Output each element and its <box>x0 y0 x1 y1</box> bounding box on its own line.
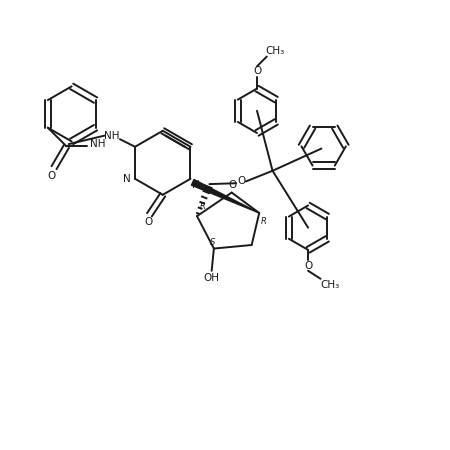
Polygon shape <box>191 180 259 213</box>
Text: CH₃: CH₃ <box>321 279 340 289</box>
Text: O: O <box>229 180 237 190</box>
Text: O: O <box>144 217 153 227</box>
Text: NH: NH <box>104 130 120 141</box>
Text: O: O <box>48 171 56 180</box>
Text: O: O <box>253 66 261 76</box>
Text: N: N <box>123 174 131 184</box>
Text: CH₃: CH₃ <box>265 46 284 56</box>
Text: R: R <box>261 217 266 226</box>
Text: N: N <box>192 180 200 190</box>
Text: S: S <box>210 238 216 247</box>
Text: OH: OH <box>204 273 220 284</box>
Text: O: O <box>238 176 246 186</box>
Text: O: O <box>304 261 312 271</box>
Text: NH: NH <box>90 139 105 149</box>
Text: R: R <box>199 202 205 211</box>
